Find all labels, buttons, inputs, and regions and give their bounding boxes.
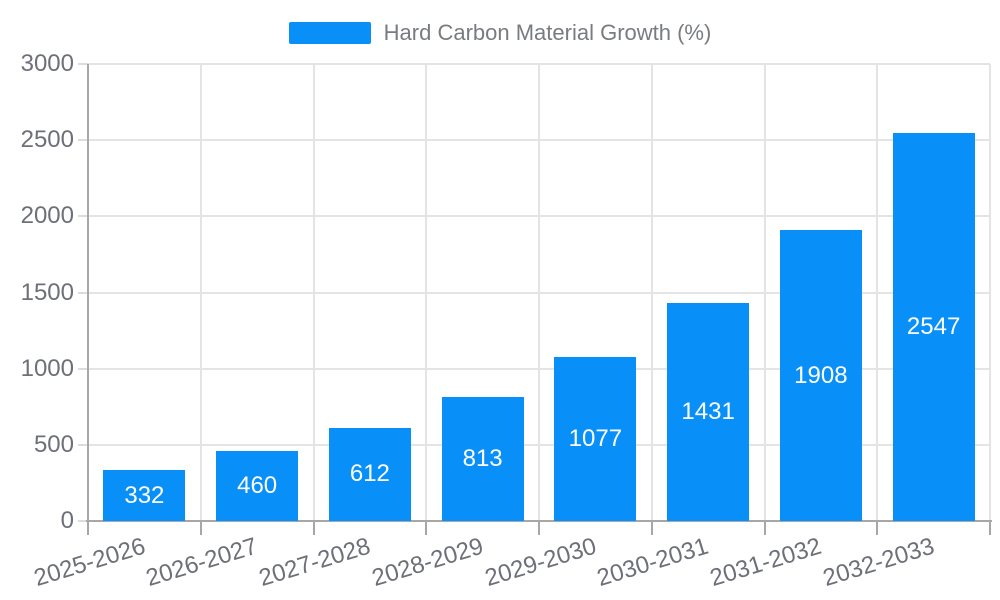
v-gridline [199, 64, 202, 521]
x-tick [989, 521, 991, 535]
y-tick [78, 520, 88, 522]
y-tick-label: 0 [60, 507, 74, 534]
x-tick [87, 521, 89, 535]
x-tick [425, 521, 428, 535]
bar-value-label: 1431 [681, 397, 735, 425]
bar[interactable]: 460 [216, 450, 299, 521]
x-tick [312, 521, 315, 535]
y-tick-label: 3000 [20, 50, 74, 77]
x-tick-label: 2028-2029 [368, 532, 487, 592]
bar[interactable]: 1431 [667, 303, 750, 521]
x-tick [763, 521, 766, 535]
x-tick-label: 2025-2026 [30, 532, 149, 592]
x-tick-label: 2031-2032 [707, 532, 825, 592]
bar[interactable]: 332 [103, 470, 186, 521]
bar-value-label: 612 [349, 460, 390, 488]
v-gridline [538, 64, 540, 521]
x-tick-label: 2029-2030 [481, 532, 600, 592]
y-tick-label: 2500 [20, 126, 74, 154]
bar[interactable]: 1077 [554, 356, 637, 521]
y-tick-label: 500 [33, 430, 74, 458]
x-tick-label: 2032-2033 [819, 532, 938, 592]
y-tick-label: 1000 [20, 354, 74, 382]
y-tick [78, 443, 88, 446]
bar[interactable]: 2547 [892, 133, 975, 521]
x-tick [538, 521, 540, 535]
v-gridline [312, 64, 315, 521]
bar-value-label: 460 [237, 471, 278, 499]
x-tick-label: 2027-2028 [256, 532, 374, 592]
y-tick [78, 367, 88, 370]
v-gridline [989, 64, 991, 521]
bar[interactable]: 612 [328, 427, 411, 521]
v-gridline [876, 64, 879, 521]
x-tick [199, 521, 202, 535]
bar[interactable]: 1908 [779, 230, 862, 521]
x-tick [650, 521, 653, 535]
legend-item[interactable]: Hard Carbon Material Growth (%) [0, 20, 1000, 46]
y-axis-line [87, 64, 89, 521]
v-gridline [763, 64, 766, 521]
y-tick-label: 1500 [20, 278, 74, 306]
bar-value-label: 1908 [794, 361, 848, 389]
v-gridline [425, 64, 428, 521]
legend-label: Hard Carbon Material Growth (%) [383, 20, 712, 45]
bar[interactable]: 813 [441, 397, 524, 521]
bar-value-label: 813 [462, 445, 503, 473]
v-gridline [650, 64, 653, 521]
x-tick-label: 2030-2031 [594, 532, 712, 592]
y-tick [78, 63, 88, 65]
x-tick-label: 2026-2027 [143, 532, 261, 592]
bar-value-label: 1077 [568, 424, 623, 452]
legend-swatch [288, 22, 371, 44]
y-tick-label: 2000 [20, 202, 74, 230]
y-tick [78, 139, 88, 142]
y-tick [78, 215, 88, 218]
bar-value-label: 332 [124, 481, 165, 509]
bar-value-label: 2547 [906, 312, 961, 340]
x-tick [876, 521, 879, 535]
x-axis-line [86, 520, 992, 522]
y-tick [78, 291, 88, 294]
